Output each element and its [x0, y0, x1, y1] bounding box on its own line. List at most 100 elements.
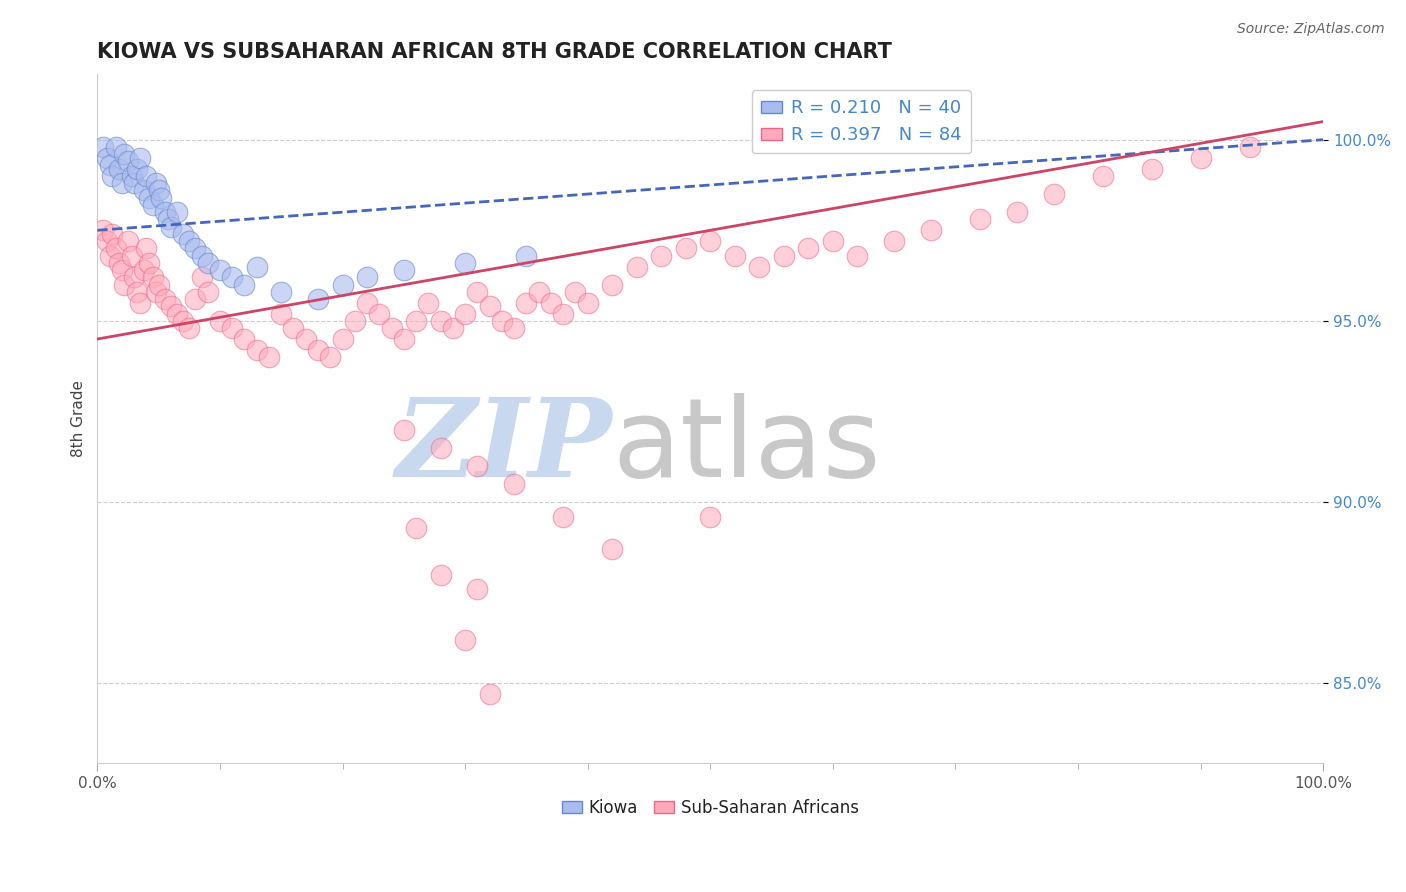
Point	[117, 154, 139, 169]
Y-axis label: 8th Grade: 8th Grade	[72, 380, 86, 458]
Point	[98, 158, 121, 172]
Text: KIOWA VS SUBSAHARAN AFRICAN 8TH GRADE CORRELATION CHART: KIOWA VS SUBSAHARAN AFRICAN 8TH GRADE CO…	[97, 42, 893, 62]
Point	[112, 147, 135, 161]
Point	[157, 212, 180, 227]
Point	[478, 687, 501, 701]
Point	[135, 241, 157, 255]
Point	[112, 277, 135, 292]
Point	[246, 260, 269, 274]
Point	[125, 161, 148, 176]
Point	[356, 295, 378, 310]
Text: Source: ZipAtlas.com: Source: ZipAtlas.com	[1237, 22, 1385, 37]
Point	[564, 285, 586, 299]
Point	[1239, 140, 1261, 154]
Point	[111, 263, 134, 277]
Point	[145, 285, 167, 299]
Point	[553, 509, 575, 524]
Point	[797, 241, 820, 255]
Point	[101, 169, 124, 183]
Point	[699, 234, 721, 248]
Point	[108, 161, 131, 176]
Point	[626, 260, 648, 274]
Point	[675, 241, 697, 255]
Point	[491, 314, 513, 328]
Point	[503, 321, 526, 335]
Point	[405, 520, 427, 534]
Point	[122, 270, 145, 285]
Point	[307, 343, 329, 357]
Point	[441, 321, 464, 335]
Point	[121, 169, 143, 183]
Point	[343, 314, 366, 328]
Point	[429, 441, 451, 455]
Point	[121, 249, 143, 263]
Point	[503, 477, 526, 491]
Point	[294, 332, 316, 346]
Point	[418, 295, 440, 310]
Point	[172, 227, 194, 241]
Point	[132, 183, 155, 197]
Point	[1042, 187, 1064, 202]
Point	[166, 205, 188, 219]
Point	[527, 285, 550, 299]
Point	[148, 183, 170, 197]
Point	[270, 285, 292, 299]
Point	[540, 295, 562, 310]
Point	[153, 292, 176, 306]
Point	[153, 205, 176, 219]
Point	[125, 285, 148, 299]
Point	[1189, 151, 1212, 165]
Point	[233, 277, 256, 292]
Point	[429, 567, 451, 582]
Point	[307, 292, 329, 306]
Point	[93, 140, 115, 154]
Point	[138, 191, 160, 205]
Point	[515, 249, 537, 263]
Point	[969, 212, 991, 227]
Point	[129, 151, 152, 165]
Point	[101, 227, 124, 241]
Point	[141, 198, 163, 212]
Point	[600, 542, 623, 557]
Point	[145, 176, 167, 190]
Point	[467, 285, 489, 299]
Legend: Kiowa, Sub-Saharan Africans: Kiowa, Sub-Saharan Africans	[555, 792, 866, 823]
Point	[553, 307, 575, 321]
Point	[1140, 161, 1163, 176]
Point	[883, 234, 905, 248]
Point	[467, 458, 489, 473]
Point	[429, 314, 451, 328]
Point	[920, 223, 942, 237]
Point	[332, 332, 354, 346]
Point	[1091, 169, 1114, 183]
Point	[93, 223, 115, 237]
Point	[699, 509, 721, 524]
Point	[846, 249, 869, 263]
Point	[368, 307, 391, 321]
Point	[319, 350, 342, 364]
Point	[392, 263, 415, 277]
Point	[208, 263, 231, 277]
Point	[104, 140, 127, 154]
Point	[221, 321, 243, 335]
Point	[478, 300, 501, 314]
Point	[160, 300, 183, 314]
Point	[392, 423, 415, 437]
Point	[221, 270, 243, 285]
Point	[454, 256, 477, 270]
Point	[467, 582, 489, 596]
Point	[246, 343, 269, 357]
Point	[138, 256, 160, 270]
Point	[197, 285, 219, 299]
Point	[208, 314, 231, 328]
Point	[454, 632, 477, 647]
Point	[724, 249, 747, 263]
Point	[381, 321, 404, 335]
Point	[197, 256, 219, 270]
Point	[233, 332, 256, 346]
Point	[821, 234, 844, 248]
Point	[748, 260, 770, 274]
Text: atlas: atlas	[612, 392, 880, 500]
Point	[98, 249, 121, 263]
Point	[1005, 205, 1028, 219]
